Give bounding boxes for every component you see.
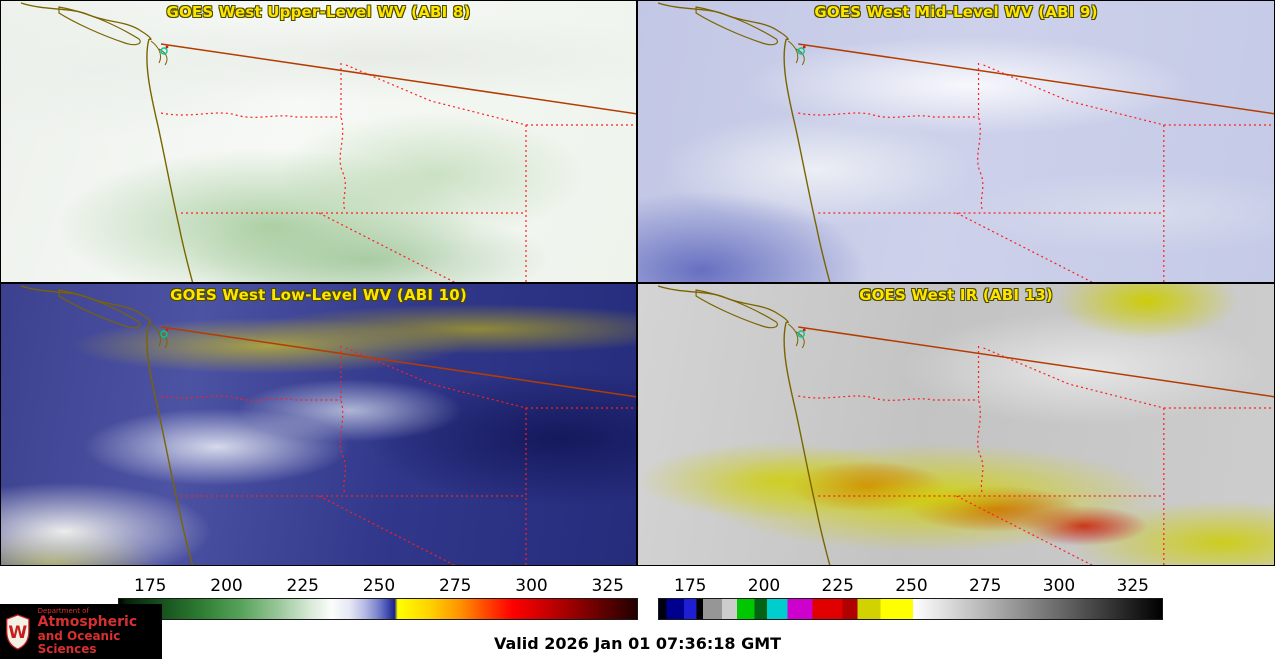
panel-mid-level-wv: GOES West Mid-Level WV (ABI 9): [637, 0, 1275, 283]
tick-label: 275: [969, 576, 1002, 596]
colorbar-wv: [118, 598, 638, 620]
tick-label: 200: [210, 576, 243, 596]
aos-logo: W Department of Atmospheric and Oceanic …: [0, 604, 162, 659]
panel-low-level-wv: GOES West Low-Level WV (ABI 10): [0, 283, 637, 566]
aos-logo-text: Department of Atmospheric and Oceanic Sc…: [37, 606, 162, 656]
tick-label: 325: [1116, 576, 1149, 596]
tick-label: 300: [515, 576, 548, 596]
tick-label: 250: [895, 576, 928, 596]
logo-line-1: Department of: [37, 606, 89, 615]
panel-upper-level-wv: GOES West Upper-Level WV (ABI 8): [0, 0, 637, 283]
colorbar-ticks-wv: 175 200 225 250 275 300 325: [118, 566, 638, 598]
crest-letter: W: [8, 622, 27, 642]
colorbar-group-ir: 175 200 225 250 275 300 325: [658, 566, 1163, 620]
colorbar-ir: [658, 598, 1163, 620]
map-overlay-icon: [20, 285, 636, 565]
panel-title-ir: GOES West IR (ABI 13): [859, 286, 1053, 304]
tick-label: 175: [134, 576, 167, 596]
panel-title-low-wv: GOES West Low-Level WV (ABI 10): [170, 286, 467, 304]
tick-label: 250: [362, 576, 396, 596]
tick-label: 200: [747, 576, 781, 596]
panel-title-mid-wv: GOES West Mid-Level WV (ABI 9): [814, 3, 1098, 21]
logo-line-2: Atmospheric: [37, 614, 138, 631]
panel-ir: GOES West IR (ABI 13): [637, 283, 1275, 566]
tick-label: 325: [591, 576, 624, 596]
tick-label: 175: [674, 576, 707, 596]
valid-time-caption: Valid 2026 Jan 01 07:36:18 GMT: [493, 634, 782, 653]
colorbar-ticks-ir: 175 200 225 250 275 300 325: [658, 566, 1163, 598]
logo-line-3: and Oceanic Sciences: [37, 628, 121, 656]
colorbar-area: 175 200 225 250 275 300 325 175 200 225 …: [0, 566, 1275, 626]
tick-label: 225: [821, 576, 854, 596]
map-overlay-icon: [657, 285, 1274, 565]
colorbar-group-wv: 175 200 225 250 275 300 325: [118, 566, 638, 620]
tick-label: 225: [286, 576, 319, 596]
tick-label: 300: [1042, 576, 1076, 596]
map-overlay-icon: [657, 2, 1274, 282]
uw-crest-icon: W: [6, 613, 30, 650]
panel-title-upper-wv: GOES West Upper-Level WV (ABI 8): [166, 3, 471, 21]
panel-grid: GOES West Upper-Level WV (ABI 8) GOES We…: [0, 0, 1275, 566]
tick-label: 275: [439, 576, 472, 596]
map-overlay-icon: [20, 2, 636, 282]
